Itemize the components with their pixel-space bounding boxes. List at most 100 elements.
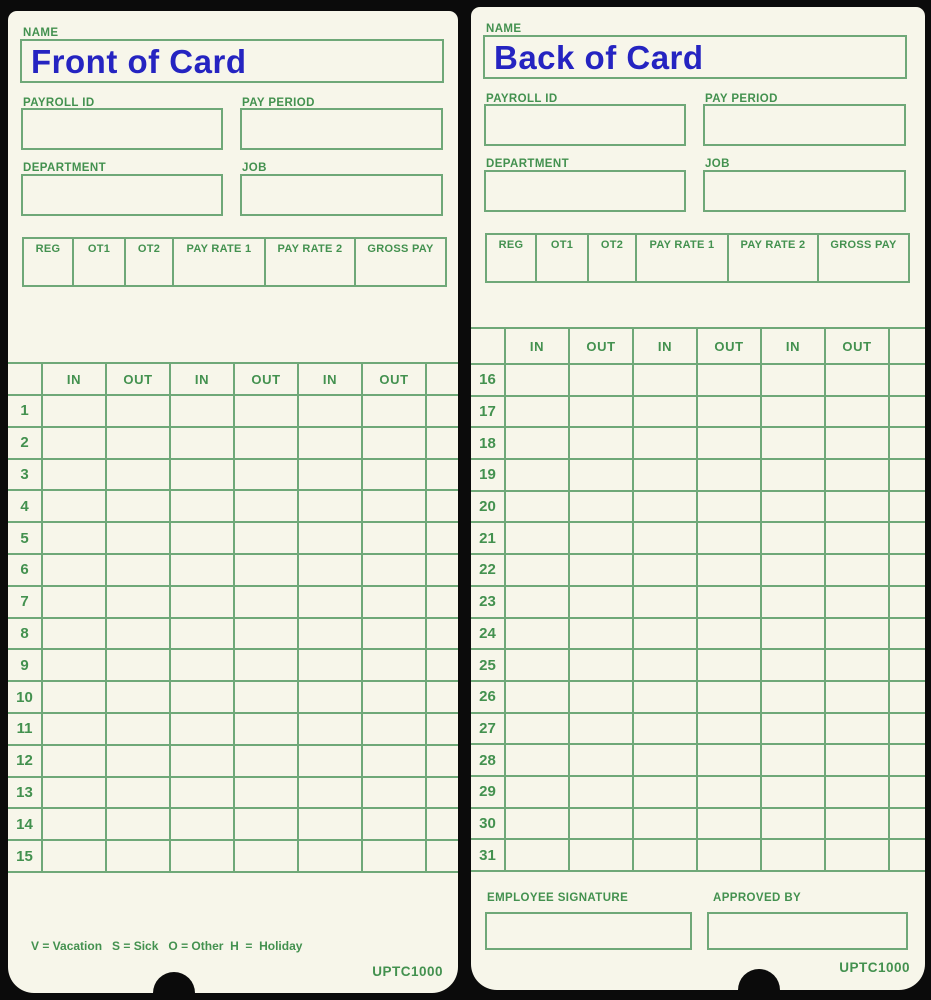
punch-cell-in-3 xyxy=(634,840,698,870)
punch-cell-in-3 xyxy=(171,491,235,522)
punch-cell-out-6 xyxy=(826,586,890,617)
punch-cell-out-6 xyxy=(363,618,427,649)
grid-edge-strip xyxy=(890,492,925,522)
grid-day-row-17: 17 xyxy=(471,396,925,429)
job-label: JOB xyxy=(242,162,267,174)
grid-day-row-15: 15 xyxy=(8,841,458,873)
punch-cell-in-5 xyxy=(299,650,363,681)
punch-cell-in-3 xyxy=(171,618,235,649)
name-field-box: Front of Card xyxy=(20,39,444,83)
punch-cell-out-2 xyxy=(107,523,171,553)
punch-cell-in-3 xyxy=(171,586,235,617)
punch-cell-in-5 xyxy=(299,682,363,712)
grid-day-row-13: 13 xyxy=(8,777,458,810)
punch-cell-out-6 xyxy=(363,427,427,458)
grid-header-out: OUT xyxy=(235,364,299,394)
punch-cell-out-6 xyxy=(363,396,427,426)
punch-cell-in-3 xyxy=(634,586,698,617)
time-grid-front: IN OUT IN OUT IN OUT 1 2 3 4 5 6 7 8 9 10 11 12 13 14 15 xyxy=(8,362,458,873)
punch-cell-out-4 xyxy=(698,681,762,712)
pay-cell-gross-pay: GROSS PAY xyxy=(356,239,445,285)
punch-cell-in-5 xyxy=(762,460,826,490)
pay-summary-table: REG OT1 OT2 PAY RATE 1 PAY RATE 2 GROSS PAY xyxy=(22,237,447,287)
grid-day-row-6: 6 xyxy=(8,554,458,587)
punch-cell-out-4 xyxy=(235,841,299,871)
punch-cell-in-1 xyxy=(506,396,570,427)
punch-cell-in-3 xyxy=(171,682,235,712)
grid-day-row-18: 18 xyxy=(471,428,925,461)
day-number: 23 xyxy=(471,586,506,617)
punch-cell-out-2 xyxy=(107,650,171,681)
grid-day-row-31: 31 xyxy=(471,840,925,872)
punch-cell-in-5 xyxy=(299,523,363,553)
punch-cell-in-3 xyxy=(634,618,698,649)
punch-cell-in-1 xyxy=(506,491,570,522)
grid-day-row-1: 1 xyxy=(8,396,458,428)
punch-cell-in-1 xyxy=(43,459,107,490)
day-number: 24 xyxy=(471,618,506,649)
grid-edge-strip xyxy=(427,523,458,553)
punch-cell-in-5 xyxy=(299,586,363,617)
punch-cell-in-1 xyxy=(506,365,570,395)
pay-cell-header: OT1 xyxy=(550,239,574,251)
punch-cell-in-3 xyxy=(634,808,698,839)
punch-cell-out-4 xyxy=(235,554,299,585)
grid-day-row-3: 3 xyxy=(8,459,458,492)
day-number: 17 xyxy=(471,396,506,427)
pay-cell-header: GROSS PAY xyxy=(367,243,434,255)
punch-cell-out-2 xyxy=(570,808,634,839)
punch-cell-in-5 xyxy=(762,365,826,395)
grid-day-row-26: 26 xyxy=(471,681,925,714)
pay-cell-pay-rate-1: PAY RATE 1 xyxy=(174,239,266,285)
day-number: 25 xyxy=(471,650,506,680)
legend-text: V = Vacation S = Sick O = Other H = Holi… xyxy=(31,939,303,953)
punch-cell-out-6 xyxy=(363,713,427,744)
punch-cell-out-6 xyxy=(363,523,427,553)
day-number: 28 xyxy=(471,745,506,775)
grid-header-out: OUT xyxy=(363,364,427,394)
day-number: 15 xyxy=(8,841,43,871)
punch-cell-in-5 xyxy=(299,554,363,585)
grid-edge-strip xyxy=(427,650,458,680)
grid-edge-strip xyxy=(890,329,925,363)
punch-cell-out-2 xyxy=(570,840,634,870)
grid-edge-strip xyxy=(427,460,458,490)
punch-cell-in-5 xyxy=(299,618,363,649)
grid-header-row: IN OUT IN OUT IN OUT xyxy=(8,364,458,396)
model-number: UPTC1000 xyxy=(839,960,910,975)
punch-cell-in-3 xyxy=(171,777,235,808)
day-number: 2 xyxy=(8,427,43,458)
punch-cell-in-3 xyxy=(634,396,698,427)
pay-cell-header: PAY RATE 2 xyxy=(277,243,343,255)
grid-header-in: IN xyxy=(762,329,826,363)
punch-cell-in-1 xyxy=(43,809,107,840)
pay-period-box xyxy=(240,108,443,150)
grid-day-row-19: 19 xyxy=(471,460,925,492)
grid-edge-strip xyxy=(890,809,925,839)
punch-cell-out-2 xyxy=(570,555,634,585)
department-box xyxy=(21,174,223,216)
department-label: DEPARTMENT xyxy=(23,162,107,174)
punch-cell-in-5 xyxy=(762,428,826,459)
day-number: 27 xyxy=(471,713,506,744)
punch-cell-in-3 xyxy=(634,523,698,554)
card-title: Back of Card xyxy=(494,39,704,76)
punch-cell-out-6 xyxy=(826,776,890,807)
punch-cell-out-2 xyxy=(107,777,171,808)
punch-cell-out-2 xyxy=(107,554,171,585)
grid-header-in: IN xyxy=(299,364,363,394)
punch-cell-out-4 xyxy=(235,427,299,458)
punch-cell-in-3 xyxy=(171,745,235,776)
punch-cell-in-1 xyxy=(43,682,107,712)
punch-cell-out-6 xyxy=(363,841,427,871)
pay-cell-header: PAY RATE 1 xyxy=(186,243,252,255)
punch-cell-out-4 xyxy=(235,682,299,712)
punch-cell-in-3 xyxy=(171,650,235,681)
punch-cell-out-6 xyxy=(363,650,427,681)
grid-edge-strip xyxy=(427,619,458,649)
punch-cell-in-3 xyxy=(634,650,698,680)
day-number: 6 xyxy=(8,554,43,585)
day-number: 16 xyxy=(471,365,506,395)
day-number: 18 xyxy=(471,428,506,459)
